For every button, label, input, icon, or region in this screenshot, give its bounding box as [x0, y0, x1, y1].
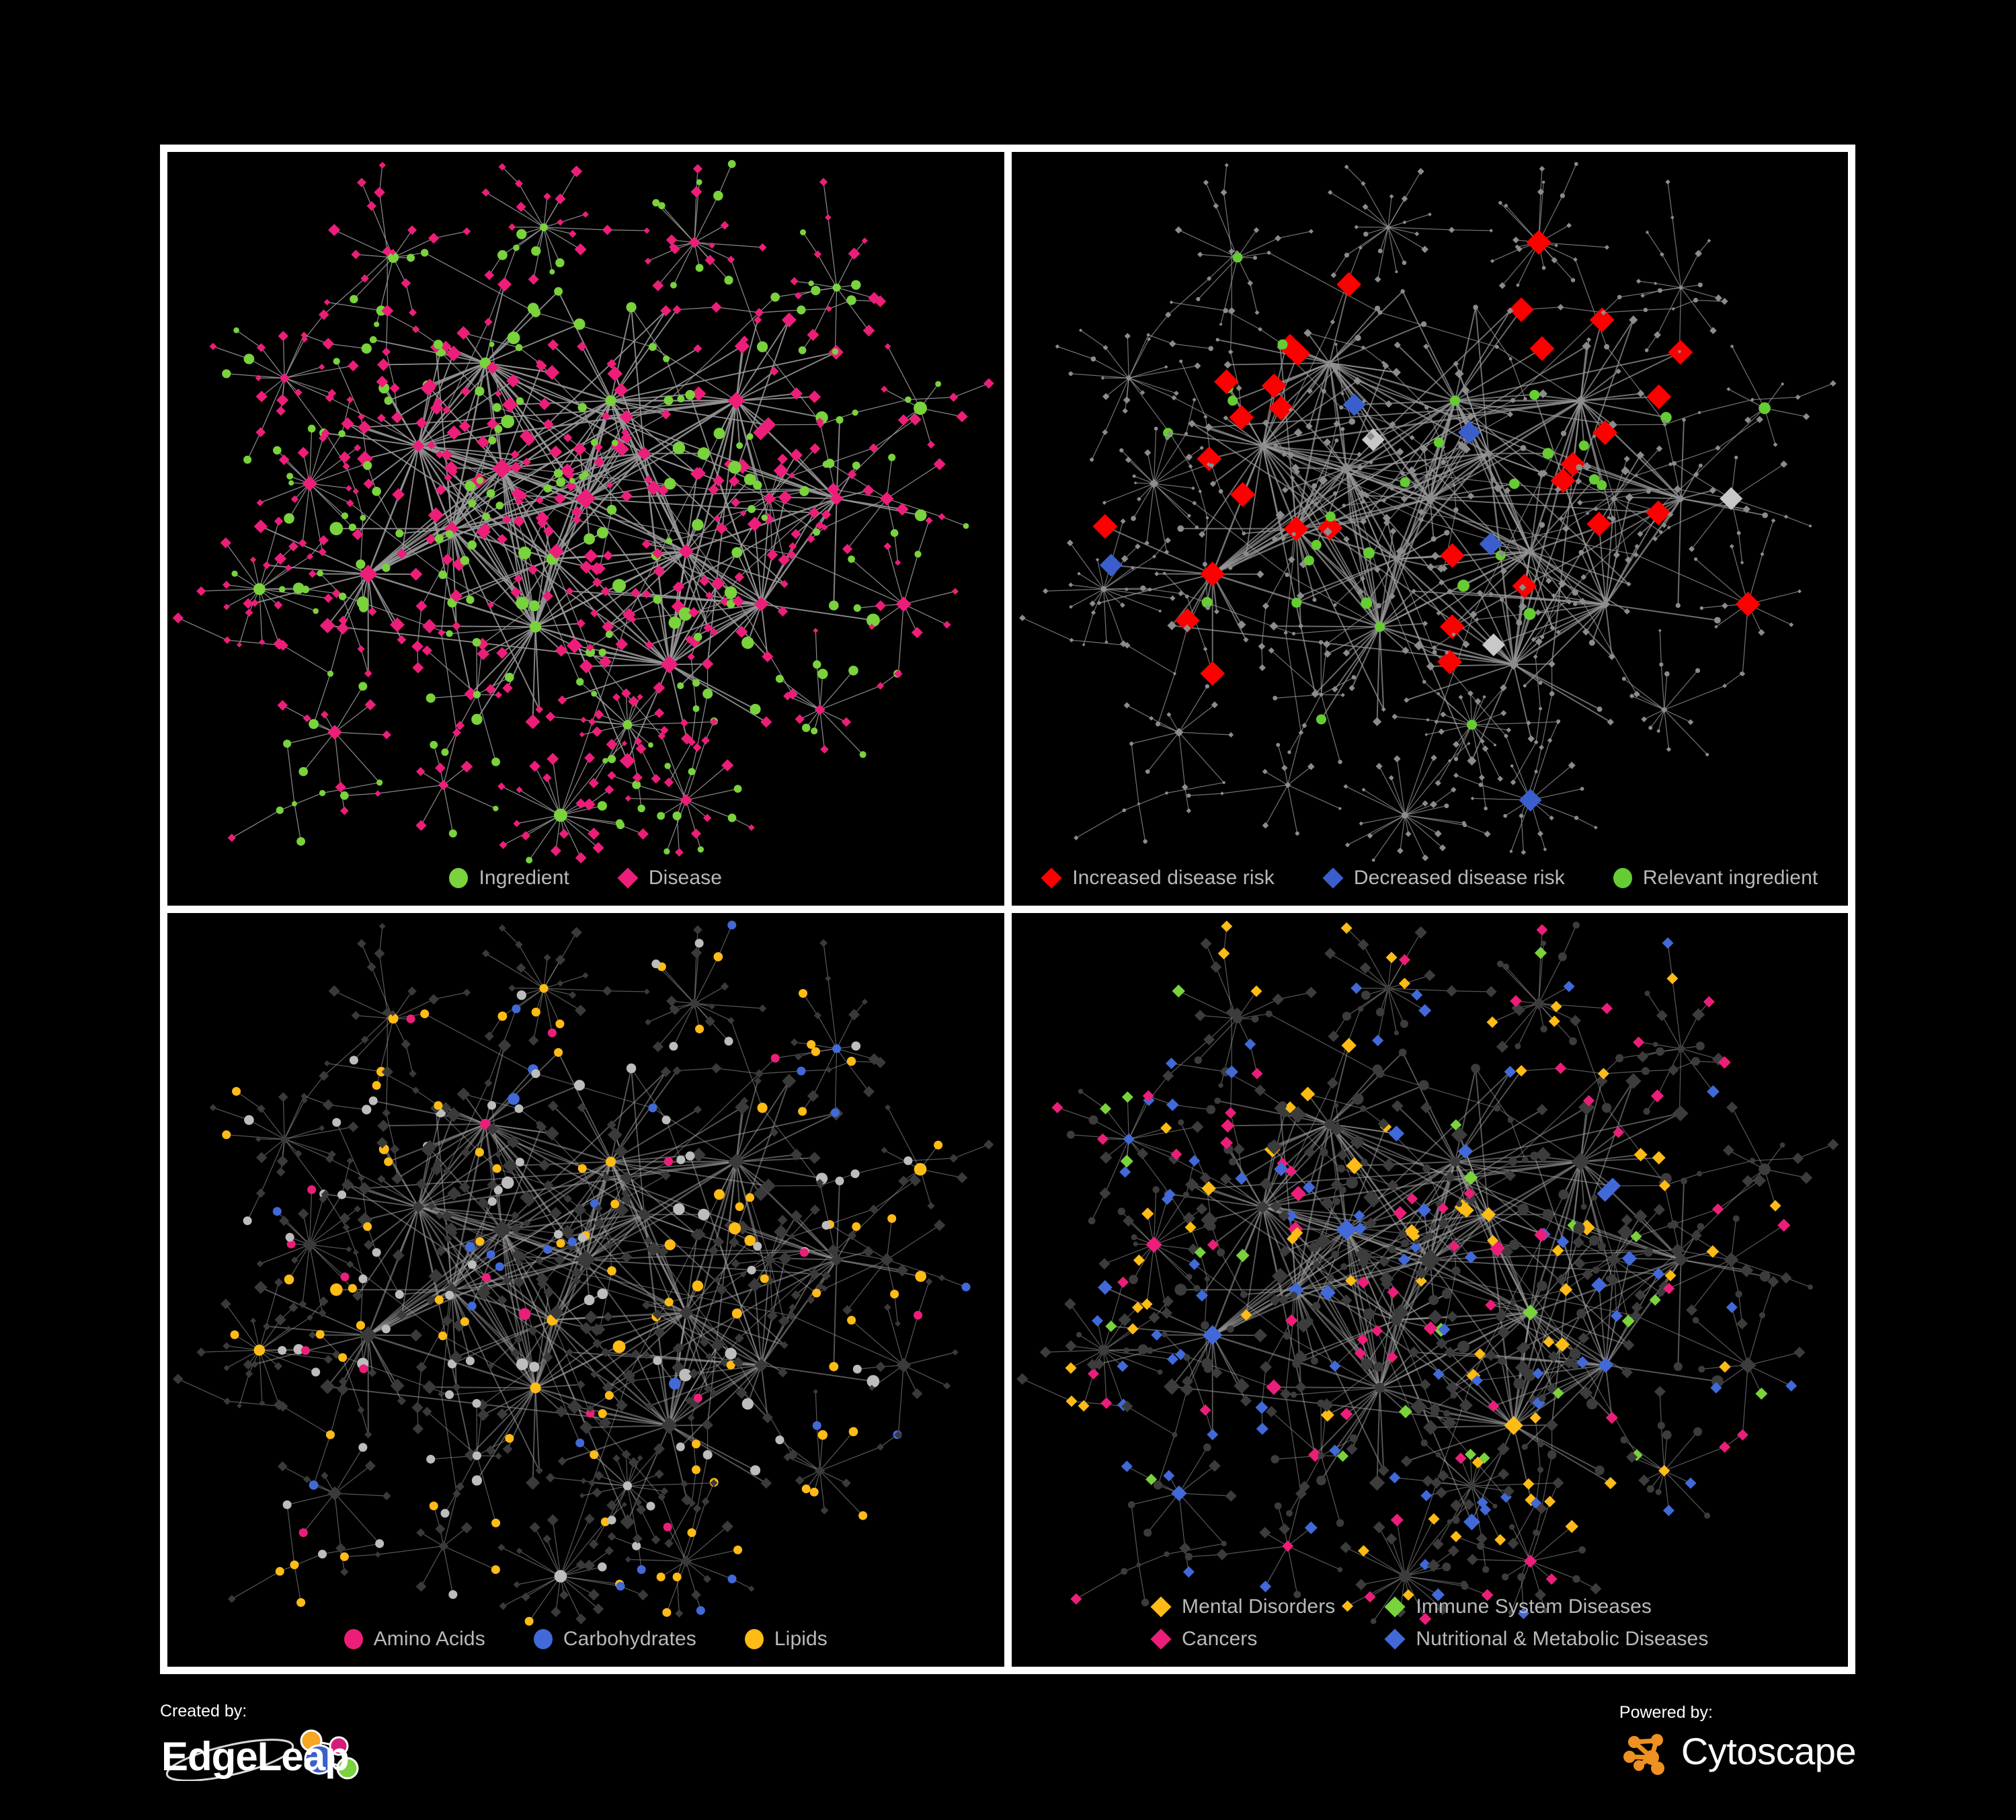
network-graph-disease-classes[interactable]	[1012, 913, 1849, 1667]
network-edges	[1022, 163, 1833, 861]
network-edges	[177, 163, 990, 861]
network-svg	[172, 160, 994, 864]
network-svg	[173, 920, 994, 1626]
panel-disease-classes[interactable]: Mental Disorders Immune System Diseases Ca…	[1011, 913, 1849, 1667]
edgeleap-brand[interactable]: Created by: EdgeLeap	[160, 1703, 369, 1784]
cytoscape-brand[interactable]: Powered by: Cytoscape	[1619, 1703, 1857, 1776]
panel-nutrient-classes[interactable]: Amino Acids Carbohydrates Lipids	[167, 913, 1004, 1667]
network-svg	[1018, 162, 1837, 862]
network-graph-nutrient-classes[interactable]	[167, 913, 1004, 1667]
powered-by-label: Powered by:	[1619, 1703, 1713, 1722]
panel-ingredient-disease[interactable]: Ingredient Disease	[167, 152, 1004, 906]
network-nodes	[172, 160, 994, 864]
network-nodes	[1016, 920, 1839, 1625]
cytoscape-logo-icon	[1623, 1734, 1664, 1775]
edgeleap-wordmark: EdgeLeap	[161, 1734, 350, 1779]
footer-branding: Created by: EdgeLeap Powered by:	[160, 1691, 1857, 1805]
network-svg	[1016, 920, 1839, 1625]
figure-panel-grid: Ingredient Disease Increased disease risk…	[160, 145, 1855, 1674]
network-graph-ingredient-disease[interactable]	[167, 152, 1004, 906]
network-edges	[177, 924, 990, 1622]
network-edges	[1022, 924, 1833, 1622]
panel-disease-risk[interactable]: Increased disease risk Decreased disease …	[1011, 152, 1849, 906]
cytoscape-wordmark: Cytoscape	[1681, 1730, 1857, 1772]
created-by-label: Created by:	[160, 1702, 247, 1720]
network-nodes	[173, 920, 994, 1626]
network-graph-disease-risk[interactable]	[1012, 152, 1849, 906]
edgeleap-swoosh-icon	[165, 1739, 294, 1781]
network-nodes	[1018, 162, 1837, 862]
edgeleap-network-icon	[300, 1729, 359, 1780]
